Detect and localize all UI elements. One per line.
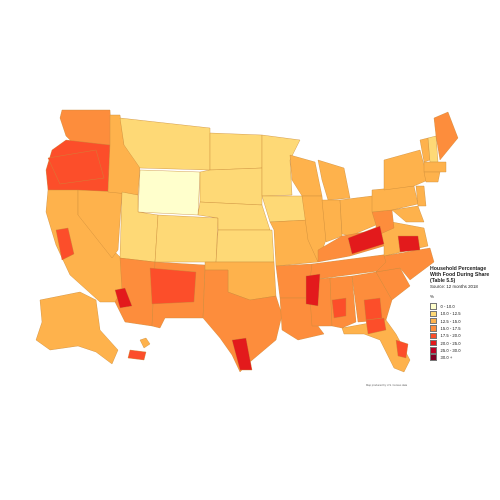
region-south-florida-hotspot [395, 339, 409, 359]
legend-item: 25.0 - 30.0 [430, 347, 498, 354]
legend-item: 15.0 - 17.5 [430, 325, 498, 332]
region-hawaii [139, 337, 151, 349]
legend-swatch [430, 310, 437, 318]
map-credit: Map produced by U.S. Census data [366, 384, 408, 387]
region-arizona-border-hotspot [114, 287, 133, 309]
legend-unit: % [430, 293, 434, 299]
region-washington [59, 109, 113, 146]
region-colorado [154, 214, 219, 263]
region-wisconsin [289, 154, 323, 197]
region-massachusetts [423, 161, 447, 173]
legend-swatch [430, 325, 437, 332]
legend-label: 10.0 - 12.5 [440, 311, 461, 317]
legend-swatch [430, 347, 437, 354]
legend-swatch [430, 354, 437, 361]
region-maryland [391, 205, 425, 223]
region-new-jersey [415, 185, 427, 207]
legend-item: 17.5 - 20.0 [430, 332, 498, 340]
region-montana [119, 117, 211, 171]
legend-label: 25.0 - 30.0 [440, 347, 461, 353]
legend-item: 12.5 - 15.0 [430, 317, 498, 325]
legend-label: 15.0 - 17.5 [440, 326, 461, 332]
region-navajo-nation-hotspot [149, 267, 197, 305]
region-rio-grande-valley-hotspot [231, 337, 253, 371]
legend-item: 10.0 - 12.5 [430, 310, 498, 318]
region-missouri [269, 219, 319, 267]
region-texas [202, 269, 283, 373]
region-connecticut [423, 171, 441, 183]
region-north-carolina-hotspot [397, 235, 421, 253]
region-puerto-rico [127, 349, 147, 361]
legend-title: Household Percentage With Food During Sh… [430, 266, 490, 284]
region-maine [433, 111, 459, 161]
legend-swatch [430, 303, 437, 310]
region-north-carolina [375, 247, 435, 281]
region-florida [341, 319, 411, 373]
region-south-georgia-hotspot [363, 297, 383, 321]
legend-label: 12.5 - 15.0 [440, 318, 461, 324]
legend-swatch [430, 339, 437, 347]
region-mississippi-delta-hotspot [305, 273, 321, 307]
region-alabama-black-belt-hotspot [331, 297, 347, 319]
legend: Household Percentage With Food During Sh… [430, 266, 498, 361]
legend-label: 17.5 - 20.0 [440, 333, 461, 339]
region-alaska [35, 291, 119, 365]
region-iowa [261, 195, 309, 223]
legend-label: 30.0 + [440, 355, 453, 361]
legend-item: 0 - 10.0 [430, 303, 498, 310]
region-kansas [215, 229, 275, 263]
region-north-dakota [209, 132, 263, 171]
legend-subtitle: Source: 12 months 2018 [430, 284, 478, 289]
legend-item: 20.0 - 25.0 [430, 339, 498, 347]
region-florida-panhandle-hotspot [365, 317, 387, 335]
legend-label: 0 - 10.0 [440, 304, 455, 310]
region-eastern-kentucky-hotspot [347, 225, 385, 255]
region-minnesota [261, 134, 301, 197]
region-michigan [317, 159, 351, 201]
region-southern-oregon-hotspot [47, 149, 105, 185]
region-georgia [351, 271, 393, 323]
region-central-valley-hotspot [55, 227, 75, 261]
region-south-dakota [199, 167, 263, 206]
region-new-york [383, 149, 429, 191]
legend-swatch [430, 332, 437, 340]
region-wyoming [137, 169, 201, 216]
region-ohio [339, 195, 377, 237]
legend-item: 30.0 + [430, 354, 498, 361]
legend-items: 0 - 10.0 10.0 - 12.5 12.5 - 15.0 15.0 - 17.… [430, 303, 498, 361]
legend-swatch [430, 317, 437, 325]
legend-label: 20.0 - 25.0 [440, 340, 461, 346]
